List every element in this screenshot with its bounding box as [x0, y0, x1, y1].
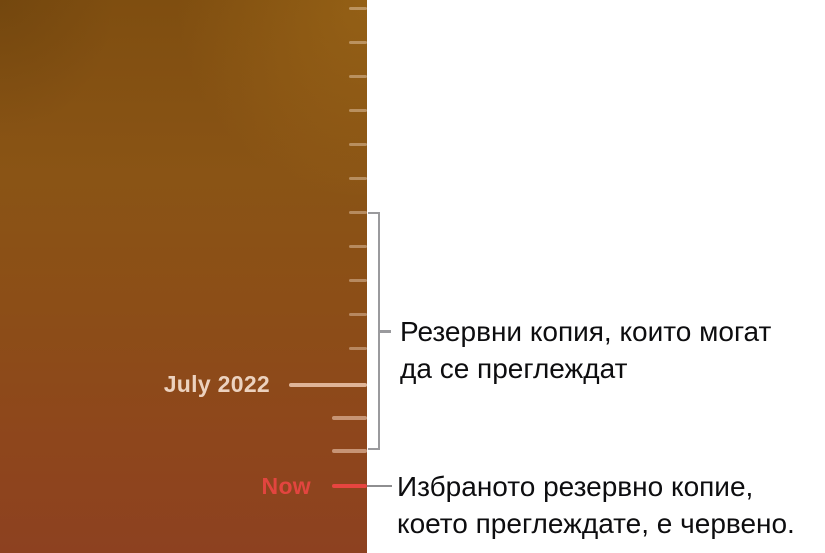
backup-tick[interactable] [349, 177, 367, 180]
selected-backup-tick[interactable] [332, 484, 367, 488]
callout-browsable-line1: Резервни копия, които могат [400, 316, 772, 347]
backup-tick[interactable] [349, 313, 367, 316]
month-label[interactable]: July 2022 [163, 371, 270, 397]
backup-tick[interactable] [349, 109, 367, 112]
timeline-panel [0, 0, 367, 553]
backup-tick[interactable] [349, 279, 367, 282]
callout-bracket [368, 212, 380, 450]
callout-selected-line2: което преглеждате, е червено. [397, 508, 795, 539]
backup-tick[interactable] [332, 449, 367, 453]
backup-tick[interactable] [349, 211, 367, 214]
callout-browsable-backups: Резервни копия, които могат да се прегле… [400, 313, 771, 387]
backup-tick[interactable] [349, 75, 367, 78]
month-backup-tick[interactable] [289, 383, 367, 387]
backup-tick[interactable] [349, 7, 367, 10]
callout-bracket-stub [380, 330, 391, 333]
callout-selected-backup: Избраното резервно копие, което преглежд… [397, 468, 795, 542]
backup-tick[interactable] [349, 41, 367, 44]
backup-tick[interactable] [349, 245, 367, 248]
callout-selected-line1: Избраното резервно копие, [397, 471, 754, 502]
backup-tick[interactable] [349, 143, 367, 146]
now-callout-connector [367, 484, 392, 487]
backup-tick[interactable] [349, 347, 367, 350]
callout-browsable-line2: да се преглеждат [400, 353, 628, 384]
backup-tick[interactable] [332, 416, 367, 420]
now-label[interactable]: Now [261, 473, 311, 499]
